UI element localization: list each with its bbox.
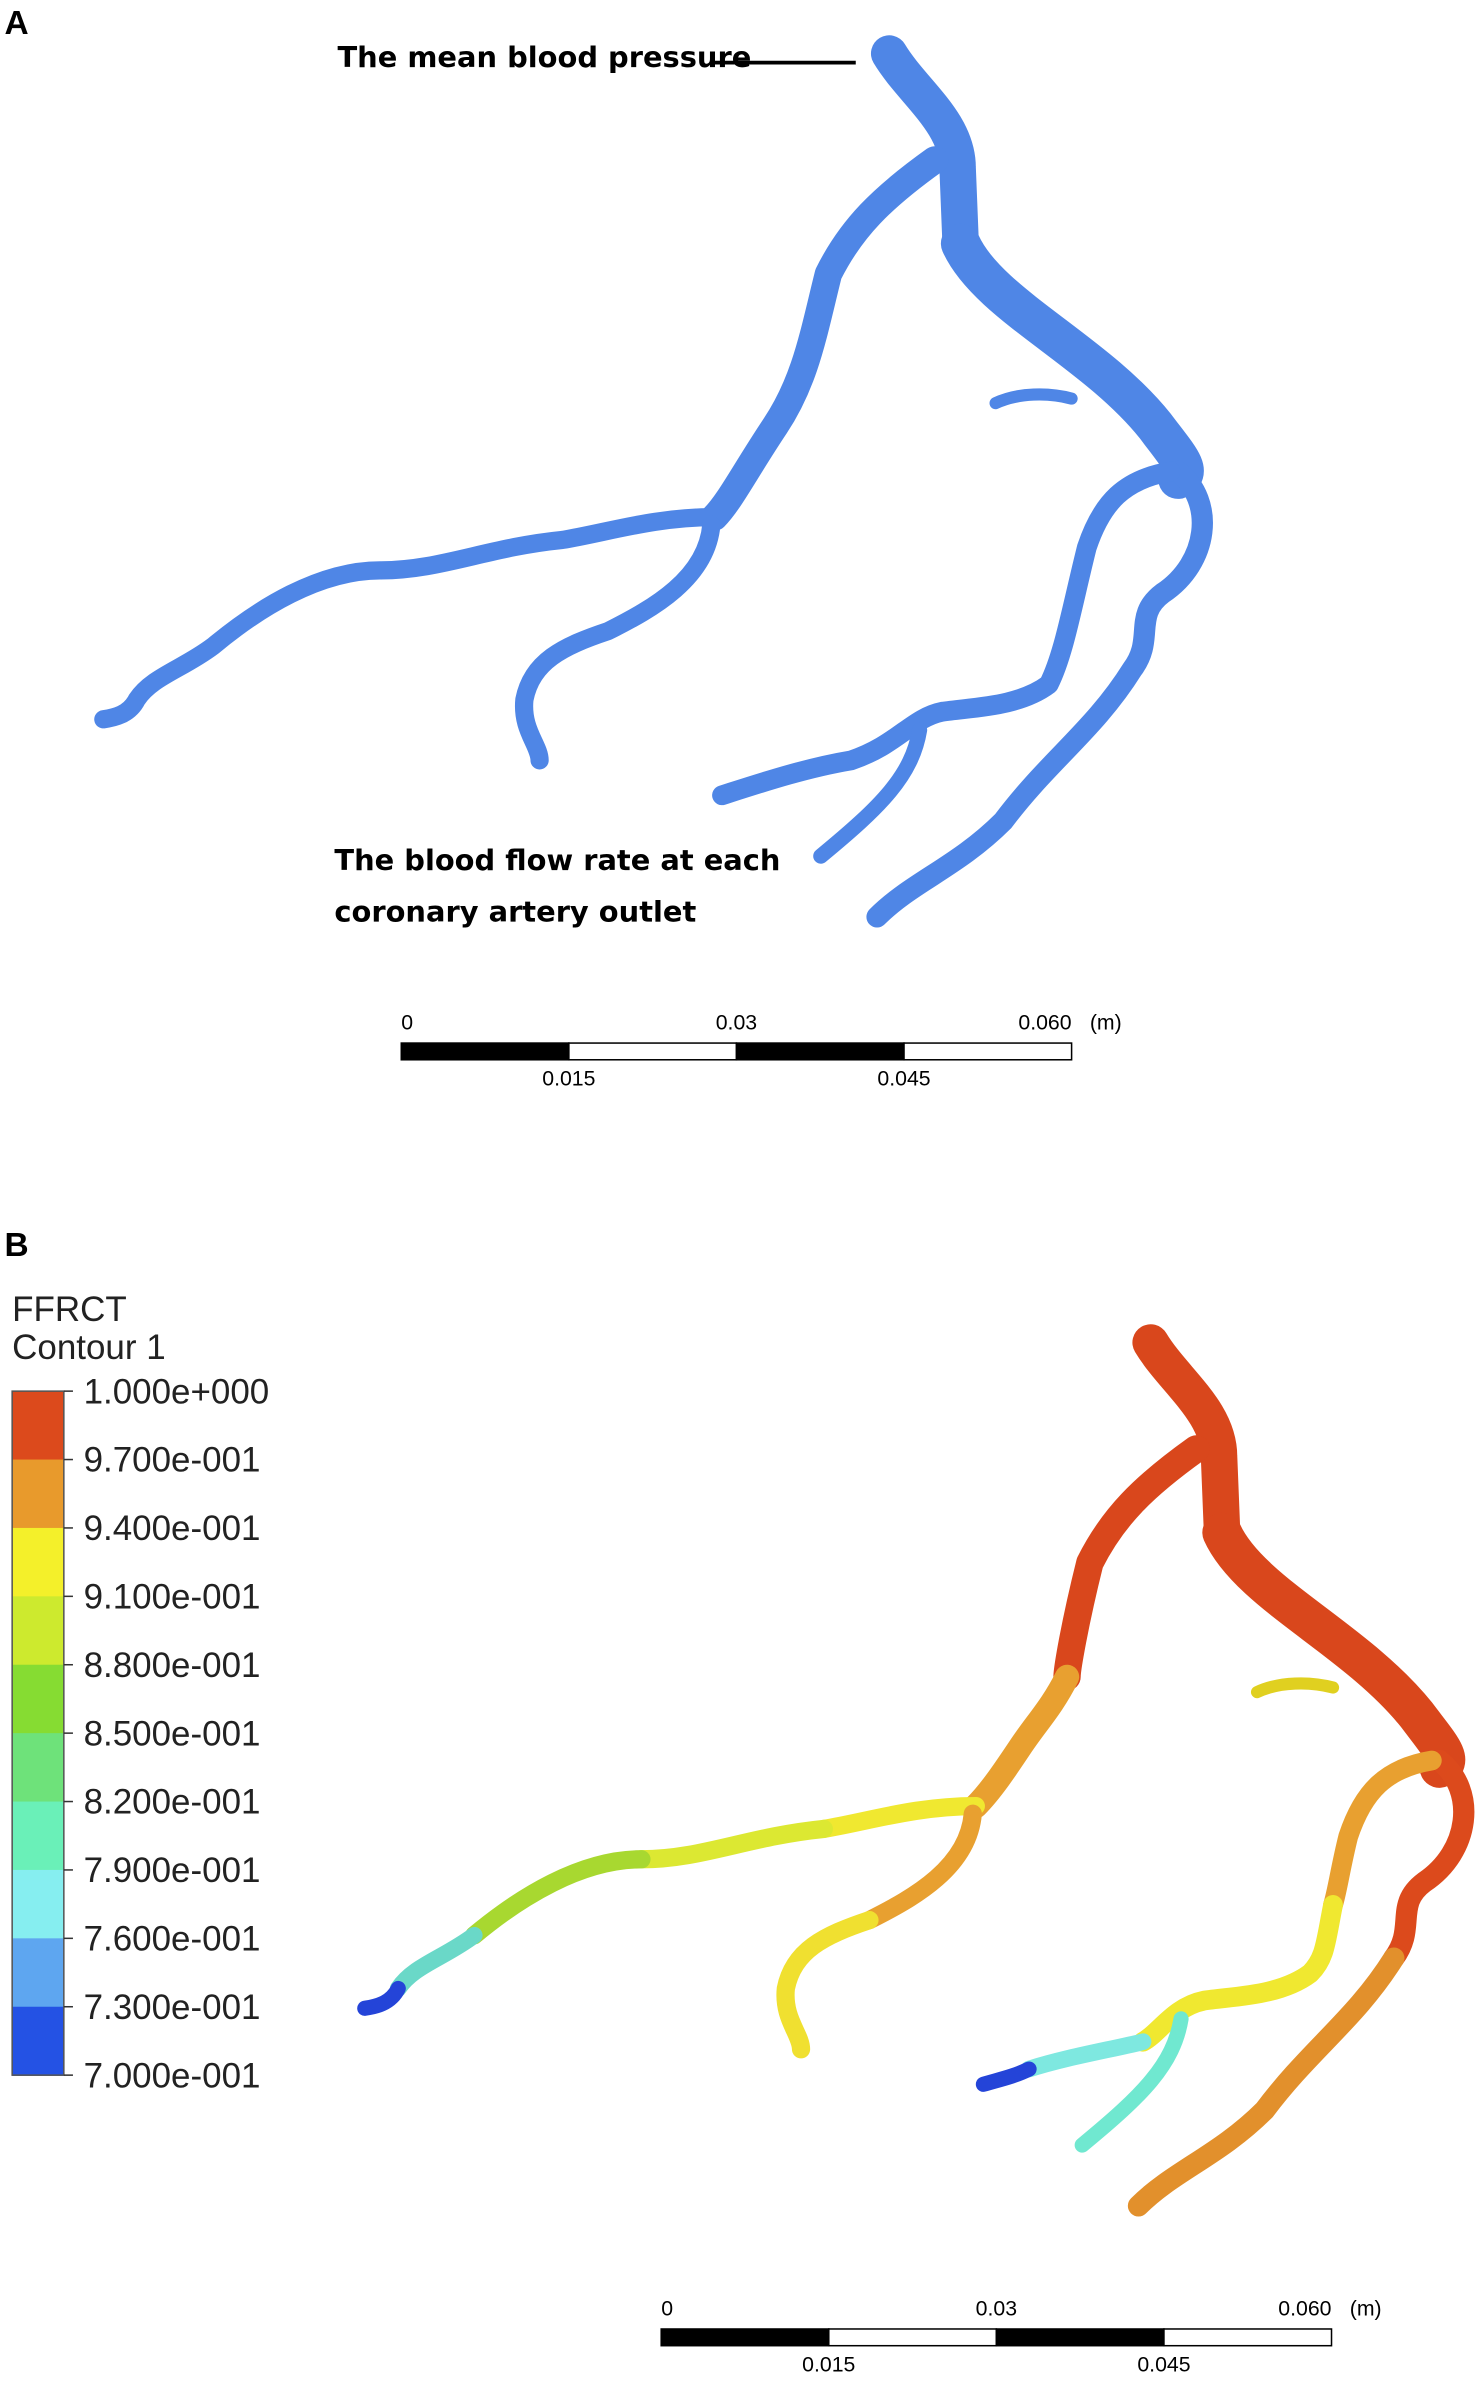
annotation: The blood flow rate at each [334,843,780,877]
scale-segment [568,1042,738,1061]
legend-band [12,1801,64,1871]
legend-band [12,1733,64,1803]
scale-label: 0.060 [1278,2296,1331,2320]
legend-band [12,1869,64,1940]
legend-label: 7.600e-001 [84,1920,261,1959]
annotation: The mean blood pressure [337,40,751,74]
annotation: coronary artery outlet [334,894,696,928]
legend-label: 7.300e-001 [84,1988,261,2027]
legend-subtitle: Contour 1 [12,1328,166,1367]
scale-segment [735,1042,905,1061]
scale-segment [995,2328,1165,2347]
scale-segment [903,1042,1073,1061]
scale-unit: (m) [1090,1010,1122,1034]
scale-segment [660,2328,830,2347]
legend-band [12,1391,64,1461]
scale-label: 0.045 [877,1067,930,1091]
legend-label: 8.200e-001 [84,1783,261,1822]
panel-label: B [5,1227,29,1264]
scale-segment [1163,2328,1333,2347]
scale-unit: (m) [1350,2296,1382,2320]
legend-band [12,1664,64,1734]
ffrct-contour [357,1324,1475,2217]
legend-band [12,1938,64,2008]
scale-segment [828,2328,998,2347]
legend-band [12,2006,64,2076]
legend-label: 9.400e-001 [84,1509,261,1548]
legend: 1.000e+000 9.700e-001 9.400e-001 9.100e-001… [11,1372,270,2095]
scale-label: 0.015 [542,1067,595,1091]
scale-label: 0.060 [1018,1010,1071,1034]
scale-label: 0.03 [976,2296,1017,2320]
legend-label: 8.800e-001 [84,1646,261,1685]
legend-label: 7.900e-001 [84,1851,261,1890]
legend-title: FFRCT [12,1290,127,1329]
scale-label: 0.045 [1137,2353,1190,2377]
legend-label: 7.000e-001 [84,2056,261,2095]
scale-bar: 0 0.03 0.060 (m) 0.015 0.045 [400,1010,1122,1091]
legend-label: 9.700e-001 [84,1441,261,1480]
legend-label: 1.000e+000 [84,1372,270,1411]
scale-label: 0.03 [716,1010,757,1034]
scale-segment [400,1042,570,1061]
legend-label: 8.500e-001 [84,1714,261,1753]
legend-band [12,1459,64,1529]
artery-model [94,35,1213,928]
legend-label: 9.100e-001 [84,1578,261,1617]
panel-label: A [5,5,29,42]
scale-label: 0 [401,1010,413,1034]
legend-band [12,1527,64,1598]
scale-bar: 0 0.03 0.060 (m) 0.015 0.045 [660,2296,1382,2377]
legend-band [12,1596,64,1666]
scale-label: 0 [661,2296,673,2320]
scale-label: 0.015 [802,2353,855,2377]
